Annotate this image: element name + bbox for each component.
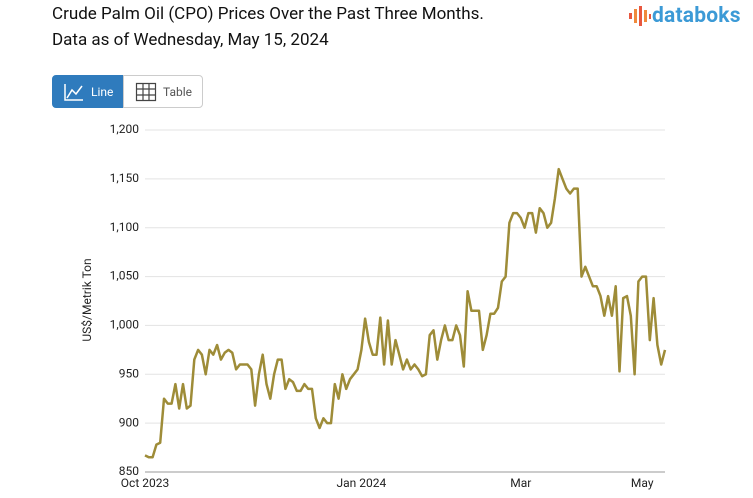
y-tick-label: 950: [119, 366, 139, 380]
price-line: [144, 167, 667, 459]
x-tick-label: Mar: [510, 476, 531, 490]
y-tick-label: 1,200: [110, 122, 140, 136]
y-axis-label: US$/Metrik Ton: [80, 258, 94, 341]
line-icon: [64, 83, 83, 101]
line-view-button[interactable]: Line: [52, 75, 123, 108]
y-tick-label: 850: [119, 464, 139, 478]
table-icon: [135, 82, 157, 101]
x-tick-label: Jan 2024: [336, 476, 386, 490]
x-tick-label: Oct 2023: [121, 476, 169, 490]
y-tick-label: 1,100: [110, 220, 140, 234]
logo-icon: [629, 6, 651, 26]
button-label: Table: [163, 84, 193, 99]
y-tick-label: 1,050: [110, 269, 140, 283]
x-tick-label: May: [631, 476, 654, 490]
table-view-button[interactable]: Table: [123, 75, 203, 108]
chart-subtitle: Data as of Wednesday, May 15, 2024: [52, 30, 329, 50]
y-tick-label: 900: [119, 415, 139, 429]
y-tick-label: 1,000: [110, 318, 140, 332]
chart-title: Crude Palm Oil (CPO) Prices Over the Pas…: [52, 4, 484, 24]
button-label: Line: [91, 84, 114, 99]
y-tick-label: 1,150: [110, 171, 140, 185]
brand-logo[interactable]: databoks: [628, 2, 741, 30]
brand-name: databoks: [652, 4, 741, 28]
